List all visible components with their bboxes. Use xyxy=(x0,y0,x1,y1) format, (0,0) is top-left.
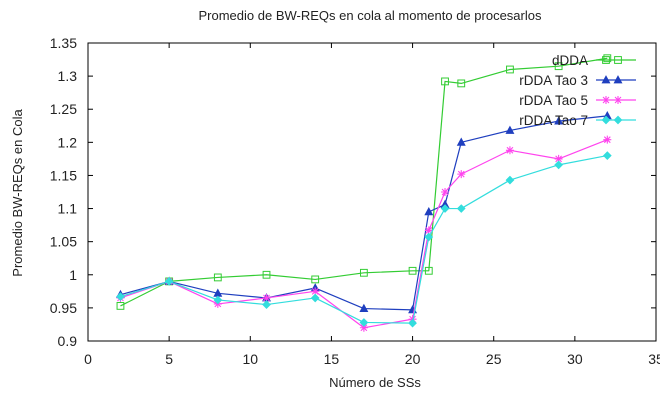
y-axis: 0.9 0.95 1 1.05 1.1 1.15 1.2 1.25 1.3 1.35 xyxy=(50,35,656,349)
data-point-ddda xyxy=(359,268,368,277)
data-point-ddda xyxy=(424,266,433,275)
data-point-rdda-tao-5 xyxy=(311,287,320,296)
data-point-rdda-tao-7 xyxy=(164,277,174,286)
data-point-rdda-tao-3 xyxy=(424,207,434,216)
data-point-rdda-tao-5 xyxy=(554,154,563,163)
data-point-ddda xyxy=(116,302,125,310)
data-point-rdda-tao-3 xyxy=(505,125,515,134)
data-point-ddda xyxy=(506,65,514,74)
legend-label: rDDA Tao 3 xyxy=(519,73,588,88)
y-tick-label: 1.2 xyxy=(58,134,78,150)
data-point-rdda-tao-7 xyxy=(310,293,320,303)
legend-marker xyxy=(601,75,611,84)
data-point-rdda-tao-7 xyxy=(505,175,515,185)
x-tick-label: 5 xyxy=(165,351,173,367)
x-tick-label: 10 xyxy=(242,351,258,367)
chart-title: Promedio de BW-REQs en cola al momento d… xyxy=(199,8,542,23)
legend-label: dDDA xyxy=(552,53,588,68)
legend-item-rdda-tao-5: rDDA Tao 5 xyxy=(519,93,636,108)
data-point-rdda-tao-7 xyxy=(440,204,450,213)
legend-label: rDDA Tao 5 xyxy=(519,93,588,108)
y-tick-label: 1.25 xyxy=(50,101,77,117)
data-point-rdda-tao-5 xyxy=(359,323,368,332)
x-tick-label: 25 xyxy=(486,351,502,367)
x-tick-label: 35 xyxy=(648,351,660,367)
data-point-ddda xyxy=(408,266,417,275)
data-point-ddda xyxy=(262,270,271,279)
legend-marker xyxy=(614,96,622,104)
data-point-rdda-tao-7 xyxy=(408,318,417,328)
series-rdda-tao-3 xyxy=(115,111,612,314)
y-tick-label: 1.1 xyxy=(58,201,78,217)
data-point-ddda xyxy=(441,77,449,86)
data-point-ddda xyxy=(554,62,563,71)
plot-frame xyxy=(87,42,657,342)
data-point-rdda-tao-7 xyxy=(554,160,563,170)
x-tick-label: 0 xyxy=(84,351,92,367)
series-line-rdda-tao-5 xyxy=(120,139,608,329)
x-tick-label: 15 xyxy=(324,351,340,367)
y-tick-label: 1 xyxy=(69,267,77,283)
data-point-ddda xyxy=(213,273,222,282)
data-point-rdda-tao-7 xyxy=(262,300,271,309)
y-tick-label: 1.15 xyxy=(50,167,77,183)
legend-label: rDDA Tao 7 xyxy=(519,113,588,128)
legend: dDDA rDDA Tao 3 rDDA Tao 5 rDDA Tao 7 xyxy=(519,53,636,128)
y-tick-label: 1.05 xyxy=(50,234,77,250)
data-point-rdda-tao-3 xyxy=(456,137,466,146)
data-point-rdda-tao-5 xyxy=(505,146,514,155)
legend-marker xyxy=(601,115,611,125)
data-point-rdda-tao-5 xyxy=(441,188,450,196)
data-point-rdda-tao-7 xyxy=(424,232,434,242)
data-point-rdda-tao-7 xyxy=(116,292,125,301)
data-point-rdda-tao-3 xyxy=(359,303,369,312)
series-line-rdda-tao-7 xyxy=(120,154,608,324)
data-point-rdda-tao-5 xyxy=(262,293,271,302)
x-tick-label: 30 xyxy=(567,351,583,367)
data-point-rdda-tao-5 xyxy=(457,170,466,179)
y-tick-label: 0.9 xyxy=(58,333,78,349)
y-tick-label: 0.95 xyxy=(50,300,77,316)
data-point-rdda-tao-7 xyxy=(359,318,369,327)
y-axis-label: Promedio BW-REQs en Cola xyxy=(10,109,25,277)
series-layer xyxy=(115,54,612,332)
data-point-rdda-tao-5 xyxy=(424,226,433,235)
legend-item-rdda-tao-7: rDDA Tao 7 xyxy=(519,113,636,128)
x-axis-label: Número de SSs xyxy=(329,375,421,390)
data-point-rdda-tao-3 xyxy=(554,116,564,125)
series-rdda-tao-5 xyxy=(116,135,612,332)
legend-marker xyxy=(602,56,610,64)
y-tick-label: 1.35 xyxy=(50,35,77,51)
series-rdda-tao-7 xyxy=(116,151,612,328)
data-point-ddda xyxy=(457,79,466,88)
legend-marker xyxy=(602,96,610,104)
data-point-rdda-tao-7 xyxy=(213,295,223,305)
data-point-ddda xyxy=(311,275,320,284)
legend-marker xyxy=(613,115,623,125)
data-point-rdda-tao-5 xyxy=(603,135,612,144)
legend-marker xyxy=(613,75,623,84)
legend-item-rdda-tao-3: rDDA Tao 3 xyxy=(519,73,636,88)
x-axis: 0 5 10 15 20 25 30 35 xyxy=(84,43,660,367)
legend-marker xyxy=(614,56,622,64)
data-point-rdda-tao-7 xyxy=(456,204,466,213)
y-tick-label: 1.3 xyxy=(58,68,78,84)
data-point-rdda-tao-7 xyxy=(602,151,612,160)
legend-item-ddda: dDDA xyxy=(552,53,636,68)
data-point-ddda xyxy=(603,54,612,63)
x-tick-label: 20 xyxy=(405,351,421,367)
series-line-ddda xyxy=(120,57,608,307)
series-line-rdda-tao-3 xyxy=(120,115,608,311)
